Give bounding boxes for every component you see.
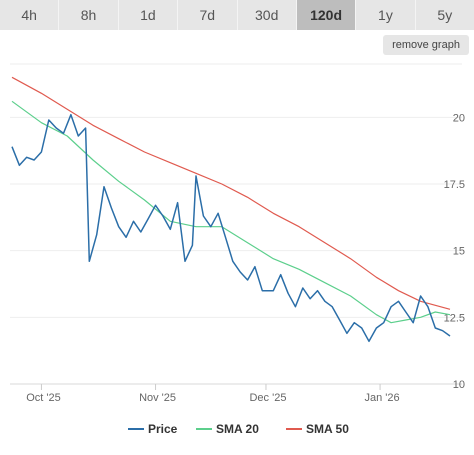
x-tick-label: Dec '25 xyxy=(249,392,286,404)
legend: Price SMA 20 SMA 50 xyxy=(128,422,349,436)
series-lines xyxy=(11,76,451,343)
tab-4h[interactable]: 4h xyxy=(0,0,60,30)
tab-1y[interactable]: 1y xyxy=(356,0,416,30)
y-tick-label: 20 xyxy=(453,112,465,124)
remove-graph-button[interactable]: remove graph xyxy=(383,35,469,55)
y-axis-ticks: 10 12.5 15 17.5 20 xyxy=(444,112,465,391)
series-line-price xyxy=(11,113,451,343)
y-tick-label: 10 xyxy=(453,379,465,391)
x-tick-label: Nov '25 xyxy=(139,392,176,404)
tab-5y[interactable]: 5y xyxy=(415,0,474,30)
timeframe-tabs: 4h 8h 1d 7d 30d 120d 1y 5y xyxy=(0,0,474,30)
series-line-sma-20 xyxy=(11,100,451,324)
x-axis-ticks: Oct '25 Nov '25 Dec '25 Jan '26 xyxy=(26,384,400,404)
grid-lines xyxy=(10,63,462,385)
tab-7d[interactable]: 7d xyxy=(178,0,238,30)
legend-label[interactable]: SMA 20 xyxy=(216,422,259,436)
legend-label[interactable]: Price xyxy=(148,422,178,436)
tab-30d[interactable]: 30d xyxy=(237,0,297,30)
tab-1d[interactable]: 1d xyxy=(118,0,179,30)
y-tick-label: 15 xyxy=(453,246,465,258)
x-tick-label: Oct '25 xyxy=(26,392,61,404)
y-tick-label: 17.5 xyxy=(444,179,465,191)
series-line-sma-50 xyxy=(11,76,451,310)
x-tick-label: Jan '26 xyxy=(364,392,399,404)
tab-8h[interactable]: 8h xyxy=(59,0,119,30)
tab-120d[interactable]: 120d xyxy=(296,0,357,30)
legend-label[interactable]: SMA 50 xyxy=(306,422,349,436)
y-tick-label: 12.5 xyxy=(444,312,465,324)
